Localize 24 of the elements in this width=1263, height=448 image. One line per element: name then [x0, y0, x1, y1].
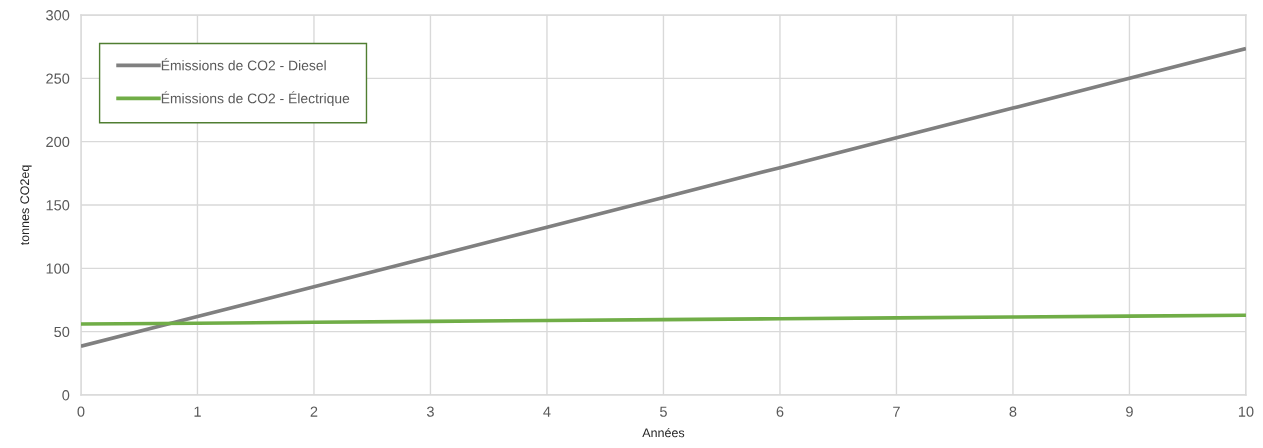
x-tick-label: 3	[426, 406, 434, 417]
y-tick-label: 0	[62, 390, 70, 401]
x-tick-label: 4	[543, 406, 551, 417]
x-tick-label: 10	[1238, 406, 1254, 417]
y-tick-label: 50	[54, 326, 70, 338]
y-tick-label: 150	[46, 200, 70, 211]
x-tick-label: 7	[893, 406, 900, 417]
y-tick-label: 300	[46, 10, 70, 21]
x-tick-label: 2	[310, 406, 318, 417]
y-tick-label: 250	[46, 73, 70, 84]
y-tick-label: 200	[46, 136, 70, 148]
line-series	[80, 313, 1246, 326]
x-tick-label: 1	[194, 406, 201, 417]
line-series	[80, 46, 1246, 349]
x-axis-title: Années	[642, 427, 685, 438]
x-tick-label: 6	[776, 406, 784, 417]
y-tick-label: 100	[46, 263, 70, 274]
x-tick-label: 9	[1126, 406, 1133, 417]
y-axis-title: tonnes CO2eq	[20, 165, 32, 246]
x-tick-label: 8	[1009, 406, 1017, 417]
x-tick-label: 5	[659, 406, 667, 417]
legend-label: Émissions de CO2 - Diesel	[161, 58, 326, 71]
legend-label: Émissions de CO2 - Électrique	[161, 91, 350, 107]
x-tick-label: 0	[77, 406, 85, 417]
